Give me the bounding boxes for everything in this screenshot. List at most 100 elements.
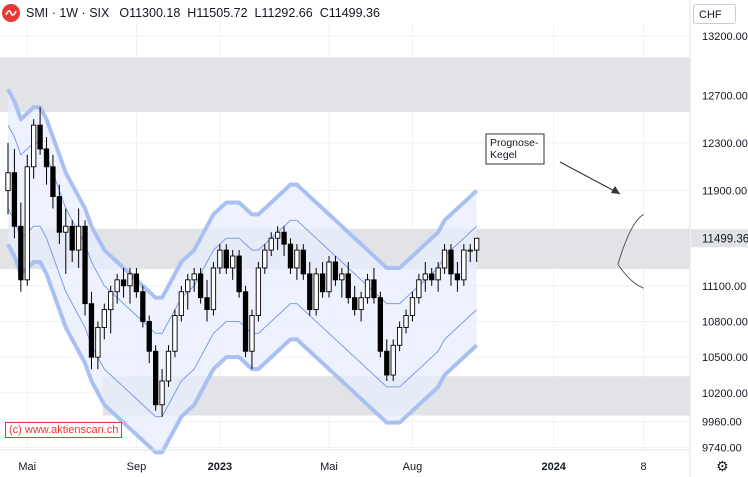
candle-body — [210, 267, 217, 311]
candle-body — [384, 350, 390, 376]
candle-body — [319, 273, 326, 293]
candle-body — [88, 303, 95, 358]
y-tick-label: 12700.00 — [702, 90, 748, 102]
candle-body — [223, 249, 229, 269]
candle-body — [268, 237, 274, 251]
candle-body — [364, 279, 371, 299]
candle-body — [146, 321, 152, 352]
candle-body — [287, 243, 294, 269]
chart-header: SMI · 1W · SIX O11300.18 H11505.72 L1129… — [0, 2, 387, 24]
y-tick-label: 10500.00 — [702, 352, 748, 364]
candle-body — [178, 291, 184, 316]
y-tick-label: 9740.00 — [702, 443, 742, 455]
candle-body — [274, 231, 281, 239]
candle-body — [153, 350, 159, 406]
candle-body — [50, 166, 56, 197]
y-tick-label: 9960.00 — [702, 416, 742, 428]
y-tick-label: 10800.00 — [702, 316, 748, 328]
candle-body — [75, 225, 82, 251]
candle-body — [5, 172, 11, 192]
candle-body — [371, 279, 377, 299]
high-value: H11505.72 — [187, 6, 248, 20]
candle-body — [18, 225, 24, 281]
candle-body — [409, 297, 416, 316]
candle-body — [281, 231, 287, 245]
candle-body — [307, 273, 313, 311]
candle-body — [69, 225, 75, 251]
candle-body — [262, 249, 268, 269]
candle-body — [448, 249, 454, 275]
x-tick-label: 8 — [641, 461, 647, 473]
low-value: L11292.66 — [254, 6, 313, 20]
annotation-box — [485, 133, 545, 165]
candle-body — [441, 249, 448, 269]
candle-body — [403, 315, 409, 328]
candle-body — [345, 273, 351, 299]
x-tick-label: Sep — [127, 461, 147, 473]
annotation-text: Kegel — [490, 149, 517, 161]
candle-body — [461, 249, 467, 281]
y-tick-label: 11100.00 — [702, 281, 746, 293]
candle-body — [11, 172, 18, 227]
forecast-cone-lower — [617, 264, 644, 289]
last-price-tag — [691, 229, 748, 248]
candle-body — [416, 279, 422, 299]
candle-body — [191, 273, 197, 281]
candle-body — [242, 291, 249, 352]
candle-body — [82, 225, 88, 305]
candle-body — [422, 273, 428, 281]
outer-upper-band-line — [6, 88, 479, 300]
candle-body — [358, 297, 364, 311]
annotation-arrowhead — [611, 186, 620, 194]
y-tick-label: 10200.00 — [702, 388, 748, 400]
outer-lower-band-line — [6, 243, 479, 455]
candle-body — [339, 273, 345, 281]
candle-body — [454, 273, 461, 281]
candle-body — [159, 380, 165, 406]
candle-body — [204, 297, 210, 311]
candle-body — [396, 326, 403, 346]
candle-body — [120, 279, 127, 287]
candle-body — [185, 279, 191, 293]
candle-body — [313, 273, 319, 311]
candle-body — [474, 237, 480, 251]
candle-body — [377, 297, 384, 352]
y-tick-label: 11900.00 — [702, 186, 747, 198]
candle-body — [101, 309, 107, 328]
settings-gear-icon[interactable]: ⚙ — [716, 458, 729, 474]
candle-body — [24, 166, 30, 281]
candle-body — [37, 124, 43, 150]
currency-selector[interactable]: CHF — [693, 4, 736, 24]
forecast-cone-upper — [617, 213, 644, 265]
candle-body — [217, 249, 223, 269]
candle-body — [332, 261, 339, 281]
candle-body — [352, 297, 358, 311]
y-tick-label: 12300.00 — [702, 138, 748, 150]
x-tick-label: 2024 — [541, 461, 566, 473]
close-value: C11499.36 — [319, 6, 380, 20]
annotation-text: Prognose- — [490, 137, 539, 149]
candle-body — [95, 326, 101, 358]
candle-body — [249, 315, 255, 352]
x-tick-label: Mai — [18, 461, 36, 473]
x-tick-label: Aug — [403, 461, 423, 473]
x-tick-label: Mai — [320, 461, 338, 473]
open-value: O11300.18 — [119, 6, 181, 20]
candle-body — [133, 273, 140, 293]
candle-body — [326, 261, 332, 293]
smi-index-logo-icon — [2, 4, 20, 22]
candle-body — [127, 273, 133, 287]
last-price-label: 11499.36 — [702, 233, 748, 245]
candle-body — [165, 350, 172, 382]
candle-body — [255, 267, 262, 316]
candle-body — [172, 315, 178, 352]
candle-body — [108, 291, 114, 311]
candle-body — [294, 249, 300, 269]
candle-body — [300, 249, 306, 275]
symbol-label[interactable]: SMI · 1W · SIX — [26, 6, 110, 20]
candle-body — [140, 291, 146, 322]
candle-body — [31, 124, 37, 168]
candle-body — [43, 148, 50, 168]
